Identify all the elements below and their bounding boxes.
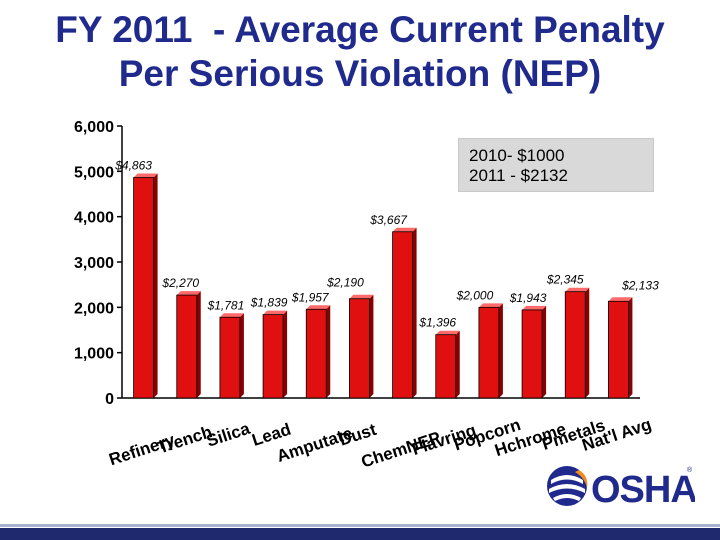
bar-side — [239, 313, 244, 398]
bar-side — [196, 291, 201, 398]
footer-stripe — [0, 528, 720, 540]
bar — [133, 177, 154, 399]
bar — [608, 300, 629, 399]
footer-stripe-light — [0, 524, 720, 527]
bar-side — [542, 305, 547, 398]
bar-side — [585, 287, 590, 398]
bar — [478, 306, 500, 399]
bar-top — [522, 305, 547, 310]
y-tick-label: 2,000 — [74, 300, 114, 317]
bar — [176, 294, 198, 399]
bar-top — [608, 297, 633, 302]
data-label: $1,957 — [291, 290, 330, 304]
bar-side — [455, 330, 460, 398]
bar-top — [306, 305, 331, 310]
bar — [435, 334, 457, 399]
bar — [305, 308, 327, 399]
y-tick-label: 6,000 — [74, 119, 114, 136]
bar-top — [349, 294, 374, 299]
y-tick-label: 0 — [105, 391, 114, 408]
title-line-1: FY 2011 - Average Current Penalty — [55, 9, 665, 50]
bar-side — [153, 173, 158, 398]
bar-top — [219, 313, 244, 318]
bar — [219, 316, 241, 399]
data-label: $2,133 — [621, 278, 659, 292]
bar-top — [565, 287, 590, 292]
bar-top — [392, 227, 417, 232]
y-tick-label: 4,000 — [74, 210, 114, 227]
data-label: $4,863 — [114, 159, 152, 173]
bar-top — [133, 173, 158, 178]
bar-side — [412, 227, 417, 398]
osha-globe-icon — [547, 466, 588, 506]
bar-top — [435, 330, 460, 335]
bar-top — [263, 310, 288, 315]
bar-side — [326, 305, 331, 398]
bar — [564, 291, 586, 399]
data-label: $1,396 — [418, 316, 456, 330]
y-tick-label: 5,000 — [74, 164, 114, 181]
bar — [262, 314, 284, 399]
data-label: $2,270 — [161, 276, 199, 290]
bar — [392, 231, 413, 399]
comparison-line-2011: 2011 - $2132 — [469, 166, 568, 185]
category-label: Dust — [337, 420, 379, 450]
bar-side — [369, 294, 374, 398]
osha-logo-text: OSHA — [591, 469, 695, 510]
registered-mark-icon: ® — [687, 466, 693, 474]
data-label: $1,781 — [207, 298, 245, 312]
bar — [349, 298, 370, 399]
slide-title: FY 2011 - Average Current Penalty Per Se… — [0, 8, 720, 96]
data-label: $2,190 — [326, 276, 364, 290]
y-tick-label: 1,000 — [74, 346, 114, 363]
data-label: $3,667 — [369, 213, 408, 227]
data-label: $2,000 — [456, 288, 494, 302]
penalty-comparison-box: 2010- $1000 2011 - $2132 — [458, 138, 654, 192]
bar — [521, 309, 543, 399]
title-line-2: Per Serious Violation (NEP) — [118, 53, 602, 94]
bar-side — [628, 297, 633, 398]
data-label: $2,345 — [546, 273, 584, 287]
bar-side — [498, 303, 503, 398]
bar-side — [283, 310, 288, 398]
comparison-line-2010: 2010- $1000 — [469, 146, 565, 165]
category-label: Silica — [204, 419, 253, 451]
bar-top — [478, 303, 503, 308]
data-label: $1,839 — [250, 296, 288, 310]
data-label: $1,943 — [509, 291, 547, 305]
bar-top — [176, 291, 201, 296]
osha-logo: OSHA ® — [547, 466, 695, 510]
y-tick-label: 3,000 — [74, 255, 114, 272]
